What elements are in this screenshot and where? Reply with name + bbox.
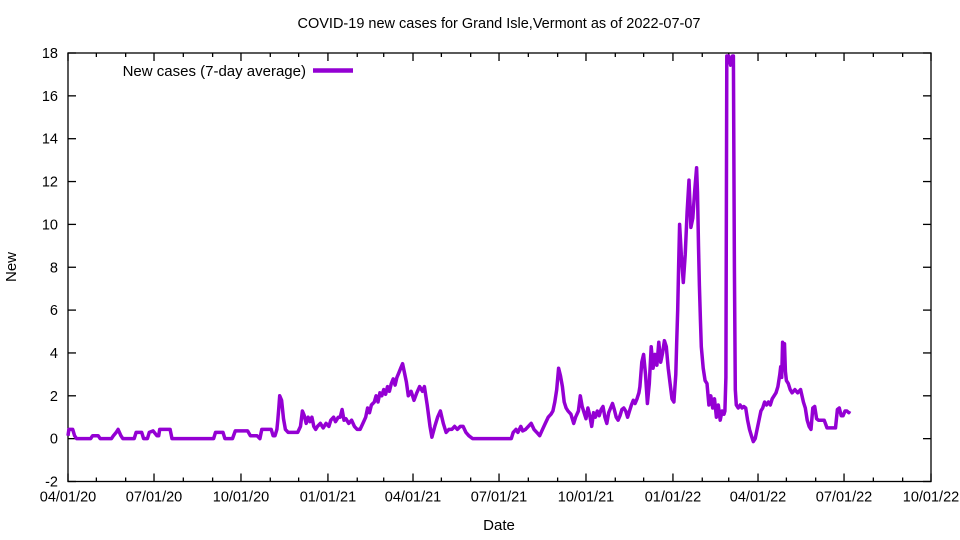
legend: New cases (7-day average) bbox=[123, 63, 353, 80]
data-series-line bbox=[66, 54, 852, 444]
y-tick-label: 0 bbox=[50, 432, 58, 448]
axis-tick-labels: 04/01/20 07/01/20 10/01/20 01/01/21 04/01/21… bbox=[40, 46, 959, 506]
axis-ticks bbox=[67, 52, 932, 483]
y-tick-label: 2 bbox=[50, 389, 58, 405]
y-tick-label: 8 bbox=[50, 260, 58, 276]
x-tick-label: 04/01/22 bbox=[730, 490, 786, 506]
x-tick-label: 10/01/20 bbox=[213, 490, 269, 506]
y-tick-label: 16 bbox=[42, 89, 58, 105]
x-tick-label: 01/01/22 bbox=[645, 490, 701, 506]
x-axis-label: Date bbox=[483, 517, 515, 534]
y-axis-label: New bbox=[3, 252, 20, 282]
y-tick-label: 4 bbox=[50, 346, 58, 362]
x-tick-label: 01/01/21 bbox=[300, 490, 356, 506]
x-tick-label: 04/01/20 bbox=[40, 490, 96, 506]
x-tick-label: 10/01/21 bbox=[558, 490, 614, 506]
y-tick-label: -2 bbox=[45, 475, 58, 491]
y-tick-label: 10 bbox=[42, 217, 58, 233]
y-tick-label: 18 bbox=[42, 46, 58, 62]
x-tick-label: 07/01/22 bbox=[816, 490, 872, 506]
x-tick-label: 04/01/21 bbox=[385, 490, 441, 506]
chart-title: COVID-19 new cases for Grand Isle,Vermon… bbox=[298, 16, 701, 32]
x-tick-label: 10/01/22 bbox=[903, 490, 959, 506]
x-tick-label: 07/01/20 bbox=[126, 490, 182, 506]
plot-border bbox=[67, 52, 932, 483]
legend-label: New cases (7-day average) bbox=[123, 63, 306, 80]
y-tick-label: 12 bbox=[42, 175, 58, 191]
y-tick-label: 6 bbox=[50, 303, 58, 319]
x-tick-label: 07/01/21 bbox=[471, 490, 527, 506]
y-tick-label: 14 bbox=[42, 132, 58, 148]
